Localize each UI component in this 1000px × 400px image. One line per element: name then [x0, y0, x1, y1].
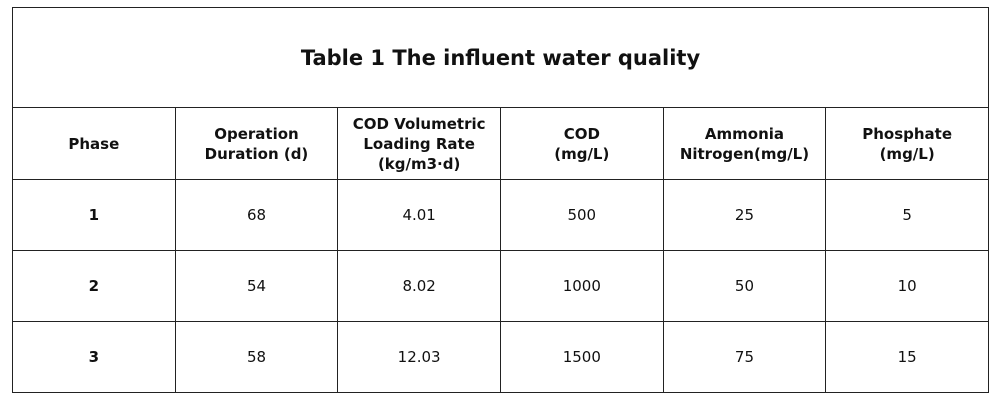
value-cell: 50: [662, 250, 827, 322]
value-cell: 54: [174, 250, 339, 322]
value-cell: 1500: [499, 321, 664, 393]
value-cell: 8.02: [337, 250, 501, 322]
value-cell: 10: [825, 250, 989, 322]
table-head: Table 1 The influent water quality Phase…: [12, 7, 989, 180]
phase-cell: 2: [12, 250, 176, 322]
column-header: Ammonia Nitrogen(mg/L): [662, 107, 827, 180]
data-table: Table 1 The influent water quality Phase…: [12, 7, 989, 393]
value-cell: 5: [825, 179, 989, 251]
value-cell: 500: [499, 179, 664, 251]
table-body: 1 68 4.01 500 25 5 2 54 8.02 1000 50 10 3 58 12.03 1500…: [12, 179, 989, 393]
column-header: COD (mg/L): [499, 107, 664, 180]
value-cell: 4.01: [337, 179, 501, 251]
table-row: 2 54 8.02 1000 50 10: [12, 250, 989, 322]
phase-cell: 3: [12, 321, 176, 393]
table-title: Table 1 The influent water quality: [12, 7, 989, 108]
value-cell: 58: [174, 321, 339, 393]
header-row: Phase Operation Duration (d) COD Volumetri…: [12, 107, 989, 180]
value-cell: 68: [174, 179, 339, 251]
value-cell: 1000: [499, 250, 664, 322]
column-header: COD Volumetric Loading Rate (kg/m3·d): [337, 107, 501, 180]
value-cell: 15: [825, 321, 989, 393]
title-row: Table 1 The influent water quality: [12, 7, 989, 108]
table-row: 1 68 4.01 500 25 5: [12, 179, 989, 251]
column-header: Phosphate (mg/L): [825, 107, 989, 180]
column-header: Operation Duration (d): [174, 107, 339, 180]
value-cell: 12.03: [337, 321, 501, 393]
value-cell: 25: [662, 179, 827, 251]
phase-cell: 1: [12, 179, 176, 251]
table-row: 3 58 12.03 1500 75 15: [12, 321, 989, 393]
value-cell: 75: [662, 321, 827, 393]
column-header: Phase: [12, 107, 176, 180]
